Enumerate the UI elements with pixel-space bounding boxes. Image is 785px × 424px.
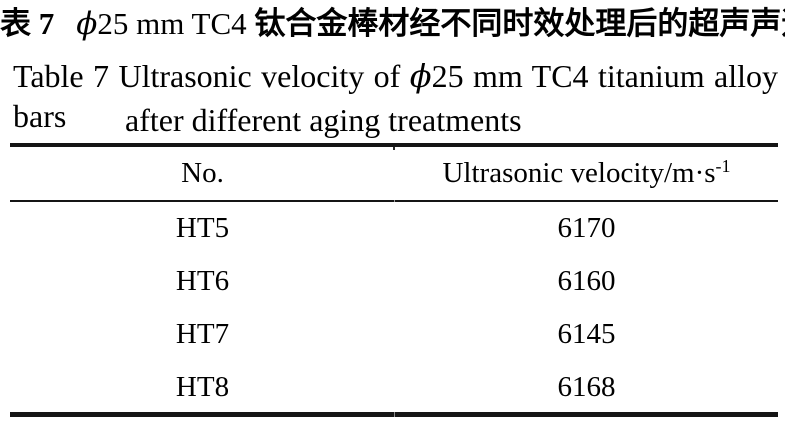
row-no: HT5 xyxy=(175,212,230,244)
row-no: HT8 xyxy=(175,371,230,403)
table-row: HT7 6145 xyxy=(10,308,778,361)
caption-en-part1: Table 7 Ultrasonic velocity of xyxy=(13,58,401,94)
velocity-unit-superscript: -1 xyxy=(715,156,731,176)
phi-symbol: ϕ xyxy=(409,57,432,95)
row-velocity: 6168 xyxy=(557,371,616,403)
caption-english-line2: after different aging treatments xyxy=(125,102,522,138)
caption-zh-latin-part: 25 mm TC4 xyxy=(97,6,247,41)
column-divider-seam xyxy=(394,200,395,202)
column-divider-tick xyxy=(393,147,395,150)
column-header-velocity: Ultrasonic velocity/m·s-1 xyxy=(395,147,778,200)
phi-symbol: ϕ xyxy=(76,6,98,42)
caption-english-line1: Table 7 Ultrasonic velocity of ϕ25 mm TC… xyxy=(13,56,778,136)
row-velocity: 6160 xyxy=(557,265,616,297)
row-velocity: 6145 xyxy=(557,318,616,350)
table-row: HT8 6168 xyxy=(10,361,778,414)
row-no: HT6 xyxy=(175,265,230,297)
caption-zh-text: 钛合金棒材经不同时效处理后的超声声速 xyxy=(254,6,785,41)
row-no: HT7 xyxy=(175,318,230,350)
row-velocity: 6170 xyxy=(557,212,616,244)
column-divider-seam xyxy=(394,412,395,417)
caption-en-part2: 25 mm TC4 titanium alloy bars xyxy=(13,58,779,134)
column-header-no: No. xyxy=(181,157,224,189)
table-row: HT6 6160 xyxy=(10,255,778,308)
table-top-rule xyxy=(10,143,778,147)
table-row: HT5 6170 xyxy=(10,202,778,255)
table-header-row: No. Ultrasonic velocity/m·s-1 xyxy=(10,147,778,200)
table-number-zh: 表 7 xyxy=(0,6,55,41)
velocity-unit-text: Ultrasonic velocity/m·s xyxy=(442,157,716,189)
caption-chinese: 表 7 ϕ25 mm TC4 钛合金棒材经不同时效处理后的超声声速 xyxy=(0,5,785,43)
